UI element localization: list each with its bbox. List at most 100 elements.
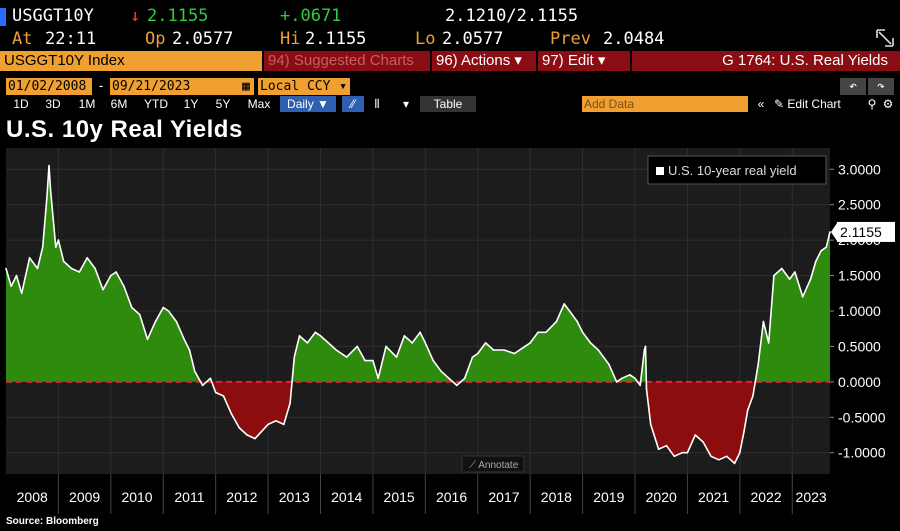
data-point xyxy=(733,462,736,465)
data-point xyxy=(432,359,435,362)
x-tick-label: 2010 xyxy=(121,489,152,505)
calendar-icon[interactable]: ▦ xyxy=(242,79,250,94)
data-point xyxy=(537,331,539,334)
data-point xyxy=(15,274,18,277)
ticker: USGGT10Y xyxy=(12,6,94,26)
data-point xyxy=(621,377,623,380)
data-point xyxy=(41,246,44,248)
data-point xyxy=(563,303,565,305)
line-chart-icon[interactable]: ⁄⁄ xyxy=(342,96,364,112)
range-ytd-button[interactable]: YTD xyxy=(144,97,168,111)
data-point xyxy=(78,271,81,273)
gear-icon[interactable]: ⚙ xyxy=(882,97,894,111)
data-point xyxy=(634,377,636,380)
data-point xyxy=(524,345,526,348)
data-point xyxy=(752,395,754,397)
currency-select[interactable]: Local CCY ▾ xyxy=(258,78,350,95)
data-point xyxy=(773,274,775,277)
net-change: +.0671 xyxy=(280,6,342,26)
end-date-input[interactable]: 09/21/2023 ▦ xyxy=(110,78,254,95)
data-point xyxy=(385,345,387,348)
data-point xyxy=(615,381,618,383)
data-point xyxy=(477,352,479,355)
edit-chart-button[interactable]: ✎ Edit Chart xyxy=(774,97,841,111)
high-label: Hi xyxy=(280,29,301,49)
data-point xyxy=(825,246,828,248)
data-point xyxy=(377,377,380,380)
data-point xyxy=(283,423,285,426)
frequency-select[interactable]: Daily ▼ xyxy=(280,96,336,112)
bid-ask: 2.1210/2.1155 xyxy=(445,6,579,26)
data-point xyxy=(702,441,704,443)
undo-button[interactable]: ↶ xyxy=(840,78,866,95)
data-point xyxy=(230,413,233,415)
start-date-input[interactable]: 01/02/2008 xyxy=(6,78,92,95)
data-point xyxy=(484,342,487,344)
data-point xyxy=(665,444,668,447)
data-point xyxy=(238,427,241,429)
data-point xyxy=(319,335,322,337)
last-value-box xyxy=(837,221,895,242)
x-axis-band xyxy=(0,474,830,516)
data-point xyxy=(254,437,256,440)
add-data-input[interactable]: Add Data xyxy=(582,96,748,112)
data-point xyxy=(471,356,474,358)
data-point xyxy=(694,434,697,436)
data-point xyxy=(10,285,12,287)
data-point xyxy=(62,260,65,263)
data-point xyxy=(762,320,765,323)
edit-menu[interactable]: 97) Edit ▾ xyxy=(538,51,630,71)
x-axis-ticks: 2008 2009 2010 2011 2012 2013 2014 2015 2016 2017… xyxy=(0,474,830,516)
low-label: Lo xyxy=(415,29,436,49)
x-tick-label: 2009 xyxy=(69,489,100,505)
y-tick-label: 0.0000 xyxy=(838,374,881,390)
data-point xyxy=(49,189,52,192)
annotate-box[interactable] xyxy=(461,455,525,473)
data-point xyxy=(411,342,414,344)
data-point xyxy=(246,434,248,436)
security-field[interactable]: USGGT10Y Index xyxy=(0,51,262,71)
at-label: At xyxy=(12,29,33,49)
data-point xyxy=(649,423,652,426)
collapse-icon[interactable]: « xyxy=(757,97,765,111)
chart-type-chevron-icon[interactable]: ▾ xyxy=(402,97,410,111)
command-bar: USGGT10Y Index 94) Suggested Charts 96) … xyxy=(0,51,900,71)
data-point xyxy=(267,423,269,426)
data-point xyxy=(681,451,683,454)
data-point xyxy=(175,320,178,323)
range-5y-button[interactable]: 5Y xyxy=(215,97,231,111)
data-point xyxy=(372,359,374,362)
range-6m-button[interactable]: 6M xyxy=(110,97,128,111)
prev-value: 2.0484 xyxy=(603,29,665,49)
data-point xyxy=(746,409,749,412)
end-date-value: 09/21/2023 xyxy=(112,79,191,94)
suggested-charts-button[interactable]: 94) Suggested Charts xyxy=(264,51,430,71)
chart-title: U.S. 10y Real Yields xyxy=(6,116,243,143)
range-1d-button[interactable]: 1D xyxy=(13,97,29,111)
annotate-button[interactable]: ⟋ Annotate xyxy=(461,455,525,473)
data-point xyxy=(815,260,817,263)
range-1m-button[interactable]: 1M xyxy=(78,97,96,111)
range-max-button[interactable]: Max xyxy=(247,97,271,111)
range-3d-button[interactable]: 3D xyxy=(45,97,61,111)
chevron-down-icon: ▾ xyxy=(339,79,347,94)
data-point xyxy=(589,342,592,344)
legend-swatch xyxy=(656,167,664,175)
data-point xyxy=(138,313,141,316)
bar-chart-icon[interactable]: ⫴ xyxy=(374,97,380,111)
table-button[interactable]: Table xyxy=(420,96,476,112)
zoom-icon[interactable]: ⚲ xyxy=(867,97,877,111)
redo-button[interactable]: ↷ xyxy=(868,78,894,95)
x-tick-label: 2014 xyxy=(331,489,362,505)
actions-menu[interactable]: 96) Actions ▾ xyxy=(432,51,536,71)
range-1y-button[interactable]: 1Y xyxy=(183,97,199,111)
data-point xyxy=(767,342,770,344)
annotate-label: ⟋ Annotate xyxy=(469,460,519,471)
x-tick-label: 2023 xyxy=(796,489,827,505)
last-value-marker: 2.1155 xyxy=(831,221,895,242)
prev-label: Prev xyxy=(550,29,591,49)
data-point xyxy=(608,363,610,365)
x-tick-label: 2011 xyxy=(174,489,204,505)
expand-icon[interactable] xyxy=(876,29,894,52)
data-point xyxy=(555,320,558,323)
